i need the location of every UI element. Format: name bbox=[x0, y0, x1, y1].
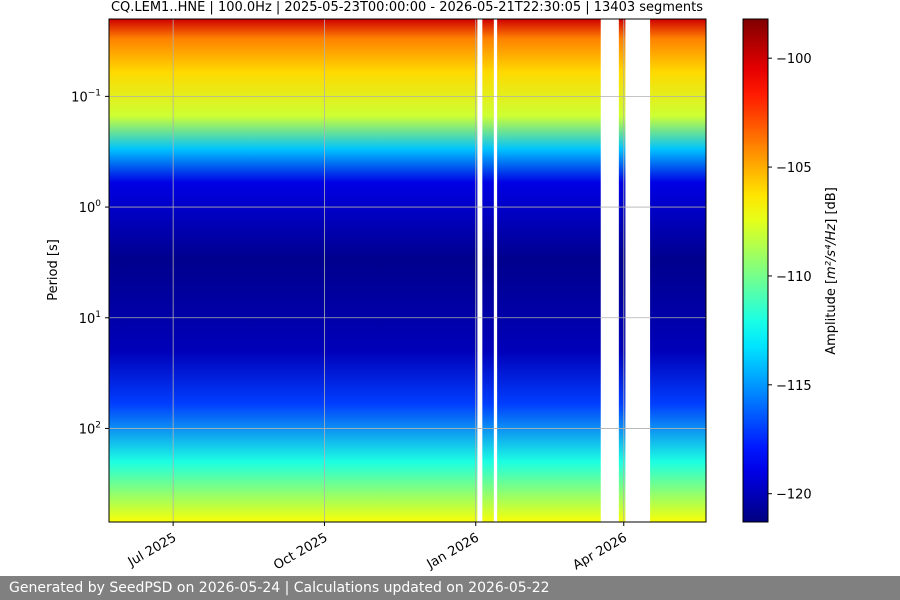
data-gap bbox=[493, 19, 498, 522]
y-axis-label: Period [s] bbox=[46, 239, 61, 301]
chart-title: CQ.LEM1..HNE | 100.0Hz | 2025-05-23T00:0… bbox=[111, 0, 703, 15]
data-gap bbox=[625, 19, 651, 522]
grid-lines bbox=[109, 19, 706, 522]
plot-frame bbox=[108, 18, 707, 523]
colorbar-tick-label: −120 bbox=[776, 488, 812, 503]
colorbar-ticks: −100 −105 −110 −115 −120 bbox=[768, 52, 812, 503]
colorbar-tick-label: −105 bbox=[776, 161, 812, 176]
data-gap bbox=[477, 19, 483, 522]
y-tick-label: 10−1 bbox=[71, 88, 101, 105]
data-gap bbox=[600, 19, 619, 522]
footer-text: Generated by SeedPSD on 2026-05-24 | Cal… bbox=[9, 580, 550, 596]
data-gaps bbox=[477, 19, 651, 522]
colorbar-tick-label: −115 bbox=[776, 379, 812, 394]
y-tick-label: 101 bbox=[79, 310, 101, 327]
y-tick-label: 100 bbox=[79, 199, 102, 216]
colorbar-tick-label: −100 bbox=[776, 52, 812, 67]
footer-bar: Generated by SeedPSD on 2026-05-24 | Cal… bbox=[0, 576, 900, 600]
x-tick-label: Jan 2026 bbox=[424, 530, 482, 572]
y-axis-ticks: 10−1 100 101 102 bbox=[71, 88, 109, 437]
x-tick-label: Jul 2025 bbox=[125, 530, 179, 570]
y-tick-label: 102 bbox=[79, 420, 101, 437]
x-axis-ticks: Jul 2025 Oct 2025 Jan 2026 Apr 2026 bbox=[125, 522, 630, 573]
colorbar-tick-label: −110 bbox=[776, 270, 812, 285]
colorbar-label: Amplitude [m²/s⁴/Hz] [dB] bbox=[824, 187, 839, 355]
x-tick-label: Oct 2025 bbox=[271, 530, 330, 573]
colorbar bbox=[742, 18, 769, 523]
x-tick-label: Apr 2026 bbox=[571, 530, 630, 573]
